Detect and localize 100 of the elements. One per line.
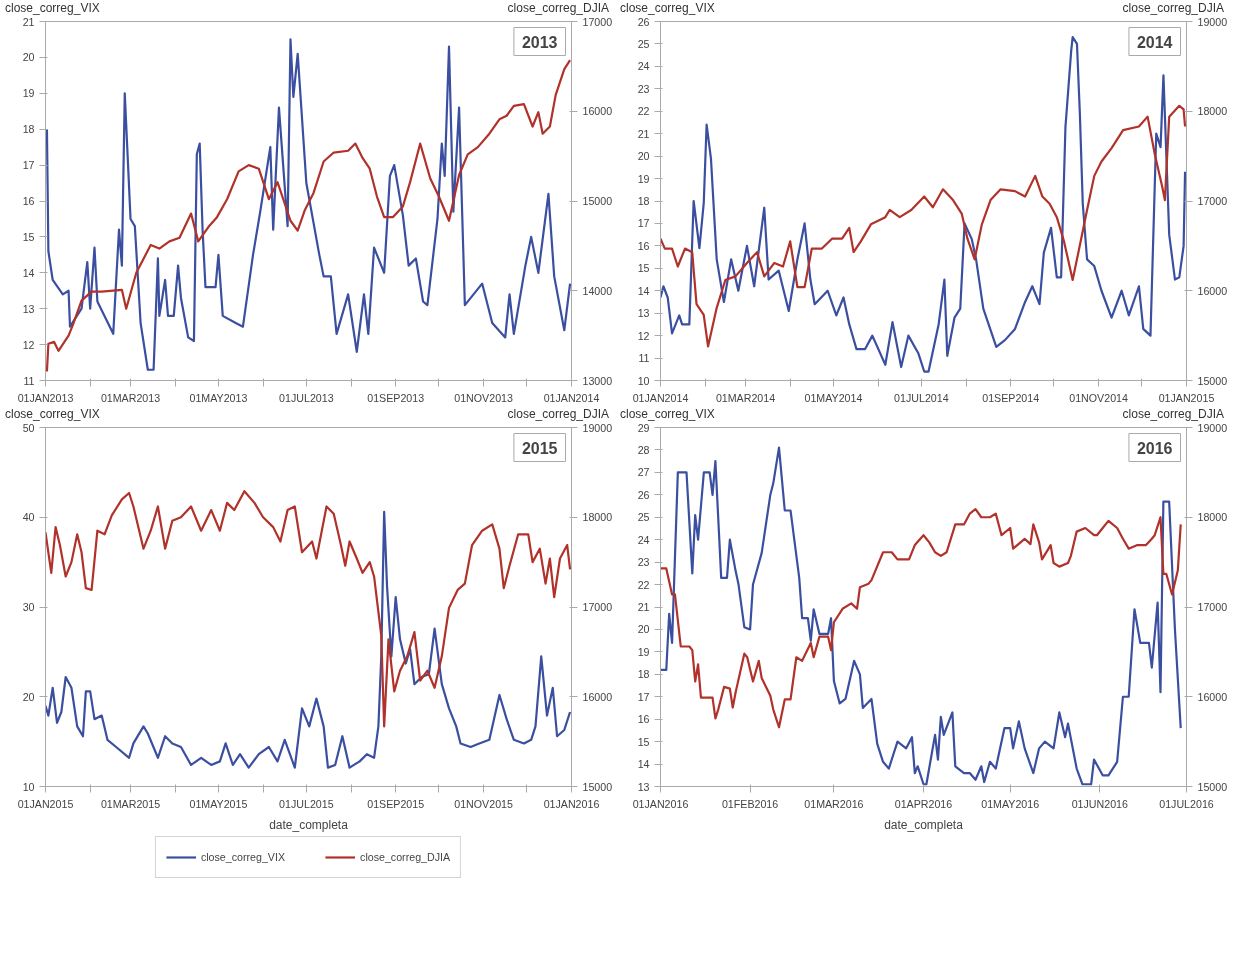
y-tick-label: 30 [22,601,35,613]
y-tick-label: 18 [637,668,650,681]
y-tick-label: 13 [637,780,650,793]
y2-tick-label: 14000 [582,284,613,297]
y-axis-title: close_correg_VIX [620,0,715,17]
x-tick-label: 01JUN2016 [1071,797,1129,810]
y-tick-label: 13 [22,302,35,315]
y-tick-label: 15 [637,735,650,748]
x-tick-label: 01MAR2016 [804,797,864,810]
x-tick-label: 01FEB2016 [721,797,779,810]
y-tick-label: 23 [637,82,650,95]
y2-tick-label: 17000 [582,15,613,28]
x-tick-label: 01MAR2013 [100,391,161,404]
y-tick-label: 17 [637,217,650,230]
y-tick-label: 28 [637,443,650,456]
text: 2015 [521,439,558,457]
x-tick-label: 01JUL2015 [279,797,334,810]
y2-tick-label: 16000 [1197,690,1228,703]
x-tick-label: 01MAY2013 [189,391,248,404]
x-tick-label: 01MAR2015 [100,797,161,810]
x-axis-title: date_completa [884,817,964,832]
text: 2013 [521,33,558,51]
y-tick-label: 11 [23,374,35,387]
y-tick-label: 20 [637,623,650,636]
y-tick-label: 14 [637,758,650,771]
y-tick-label: 19 [22,87,35,100]
y-tick-label: 17 [22,159,35,172]
line-series [660,508,1182,729]
x-tick-label: 01JAN2015 [1158,391,1215,404]
line-series [660,104,1187,348]
y-tick-label: 16 [22,195,35,207]
y-tick-label: 26 [637,488,650,501]
y-tick-label: 40 [22,511,35,524]
x-tick-label: 01JAN2014 [543,391,600,404]
y-tick-label: 19 [637,172,650,185]
legend-label: close_correg_DJIA [360,851,451,863]
y2-axis-title: close_correg_DJIA [507,0,609,17]
x-tick-label: 01APR2016 [894,797,953,810]
y-axis-title: close_correg_VIX [5,0,100,17]
x-tick-label: 01MAY2014 [804,391,863,404]
x-tick-label: 01SEP2013 [367,391,425,404]
y-tick-label: 15 [22,230,35,243]
y-tick-label: 26 [637,15,650,28]
y2-tick-label: 16000 [582,105,613,118]
text: 2014 [1136,33,1173,51]
x-tick-label: 01JUL2016 [1159,797,1214,810]
y2-tick-label: 15000 [1197,374,1228,387]
y2-axis-title: close_correg_DJIA [507,406,609,423]
y2-tick-label: 17000 [1197,195,1228,207]
y-tick-label: 20 [22,690,35,703]
y2-tick-label: 18000 [1197,105,1228,118]
x-tick-label: 01SEP2014 [982,391,1040,404]
y2-tick-label: 15000 [1197,780,1228,793]
y-tick-label: 27 [637,466,650,479]
y-tick-label: 29 [637,421,650,434]
y-tick-label: 22 [637,105,650,118]
y-tick-label: 10 [22,780,35,793]
y2-tick-label: 17000 [1197,601,1228,613]
x-tick-label: 01JUL2014 [894,391,949,404]
y-tick-label: 14 [637,284,650,297]
legend-label: close_correg_VIX [200,851,286,863]
y2-axis-title: close_correg_DJIA [1122,0,1224,17]
x-axis-title: date_completa [269,817,349,832]
y2-tick-label: 15000 [582,195,613,207]
line-series [45,510,572,769]
x-tick-label: 01NOV2014 [1069,391,1128,404]
y-tick-label: 50 [22,421,35,434]
y-tick-label: 12 [637,329,650,342]
x-tick-label: 01JAN2015 [17,797,74,810]
y-tick-label: 11 [638,352,650,365]
x-tick-label: 01JAN2016 [543,797,600,810]
y2-tick-label: 15000 [582,780,613,793]
y2-tick-label: 16000 [582,690,613,703]
y2-tick-label: 18000 [1197,511,1228,524]
x-tick-label: 01MAY2015 [189,797,248,810]
y2-tick-label: 16000 [1197,284,1228,297]
x-tick-label: 01JAN2014 [632,391,689,404]
y-tick-label: 25 [637,37,650,50]
y2-tick-label: 13000 [582,374,613,387]
y-tick-label: 16 [637,713,650,726]
y-tick-label: 24 [637,533,650,546]
x-tick-label: 01MAY2016 [981,797,1040,810]
y-tick-label: 17 [637,690,650,703]
x-tick-label: 01JAN2013 [17,391,74,404]
y-tick-label: 20 [22,51,35,64]
line-series [660,36,1187,373]
y-tick-label: 24 [637,60,650,73]
y-tick-label: 20 [637,150,650,163]
x-tick-label: 01JUL2013 [279,391,334,404]
y-tick-label: 22 [637,578,650,591]
y-tick-label: 19 [637,645,650,658]
y-tick-label: 10 [637,374,650,387]
y-tick-label: 21 [637,601,650,613]
y2-axis-title: close_correg_DJIA [1122,406,1224,423]
x-tick-label: 01NOV2015 [454,797,513,810]
x-tick-label: 01JAN2016 [632,797,689,810]
text: 2016 [1136,439,1173,457]
y-tick-label: 14 [22,266,35,279]
x-tick-label: 01MAR2014 [715,391,776,404]
y-tick-label: 16 [637,239,650,252]
